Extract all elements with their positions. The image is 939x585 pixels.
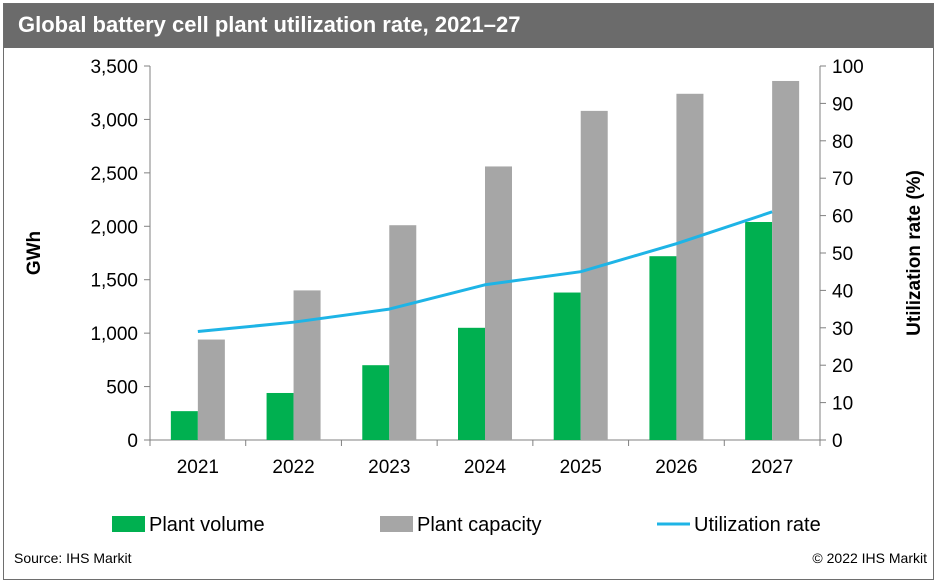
y-left-tick-label: 1,000 <box>90 324 138 345</box>
bar-plant-capacity <box>772 80 800 441</box>
x-tick-label: 2026 <box>655 457 697 478</box>
legend-utilization-rate-label: Utilization rate <box>694 514 821 536</box>
legend-plant-capacity-swatch <box>380 516 413 532</box>
y-left-tick-label: 0 <box>127 431 138 452</box>
title-bar: Global battery cell plant utilization ra… <box>4 4 933 48</box>
y-right-tick-label: 100 <box>832 57 864 78</box>
bar-plant-capacity <box>676 93 704 440</box>
y-right-tick-label: 80 <box>832 132 853 153</box>
x-tick-label: 2024 <box>464 457 507 478</box>
bar-plant-volume <box>362 365 390 440</box>
x-tick-label: 2021 <box>177 457 219 478</box>
bar-plant-capacity <box>389 225 417 440</box>
bar-plant-capacity <box>293 290 321 440</box>
chart-title: Global battery cell plant utilization ra… <box>18 12 521 37</box>
bar-plant-volume <box>458 327 485 440</box>
y-left-tick-label: 500 <box>106 378 138 399</box>
y-right-tick-label: 10 <box>832 394 853 415</box>
y-left-tick-label: 1,500 <box>90 271 138 292</box>
y-right-tick-label: 50 <box>832 244 853 265</box>
bar-plant-capacity <box>580 110 608 440</box>
legend-plant-volume-label: Plant volume <box>149 514 265 536</box>
x-tick-label: 2027 <box>751 457 793 478</box>
y-right-tick-label: 40 <box>832 281 853 302</box>
bar-plant-capacity <box>485 166 512 440</box>
y-right-axis-title: Utilization rate (%) <box>904 170 925 336</box>
y-left-tick-label: 3,500 <box>90 57 138 78</box>
y-left-axis-title: GWh <box>24 231 45 275</box>
line-utilization-rate <box>197 210 773 334</box>
source-note: Source: IHS Markit <box>14 550 132 566</box>
y-right-tick-label: 60 <box>832 207 853 228</box>
bar-plant-capacity <box>197 339 225 440</box>
y-right-tick-label: 0 <box>832 431 843 452</box>
copyright-note: © 2022 IHS Markit <box>812 550 927 566</box>
bar-plant-volume <box>266 392 294 440</box>
y-left-tick-label: 3,000 <box>90 110 138 131</box>
y-right-tick-label: 90 <box>832 94 853 115</box>
y-left-tick-label: 2,500 <box>90 164 138 185</box>
bar-plant-volume <box>745 222 773 440</box>
x-tick-label: 2025 <box>560 457 602 478</box>
y-right-tick-label: 20 <box>832 356 853 377</box>
legend-plant-capacity-label: Plant capacity <box>417 514 542 536</box>
x-tick-label: 2022 <box>272 457 314 478</box>
y-right-tick-label: 30 <box>832 319 853 340</box>
y-right-tick-label: 70 <box>832 169 853 190</box>
bar-plant-volume <box>649 256 677 440</box>
bar-plant-volume <box>170 411 198 440</box>
legend-plant-volume-swatch <box>112 516 145 532</box>
x-tick-label: 2023 <box>368 457 410 478</box>
bar-plant-volume <box>553 292 581 440</box>
y-left-tick-label: 2,000 <box>90 217 138 238</box>
